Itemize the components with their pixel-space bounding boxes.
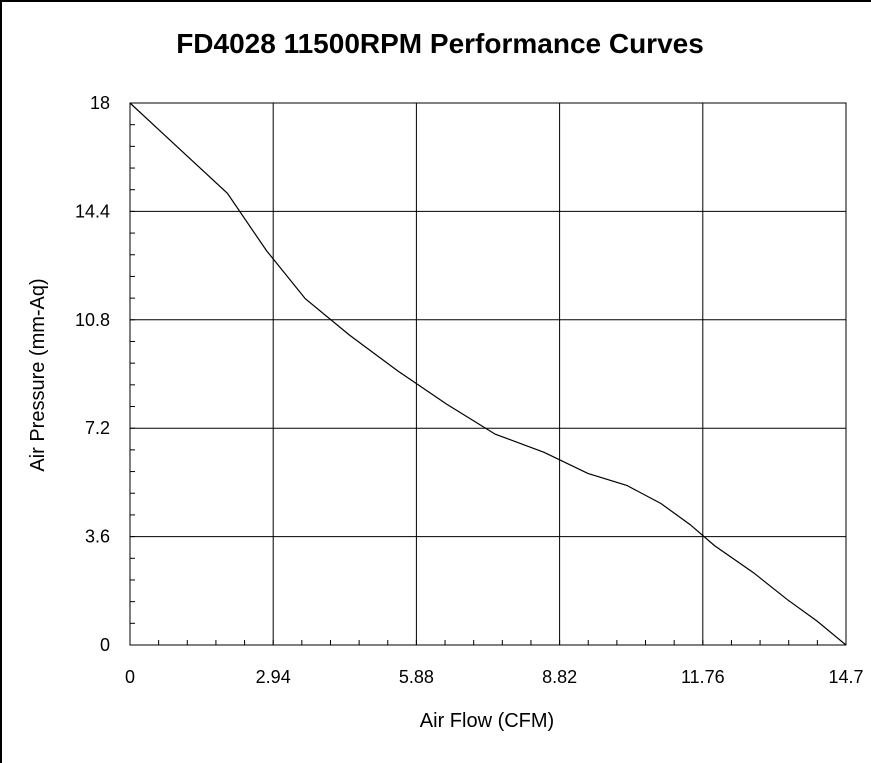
- x-tick-label: 8.82: [542, 667, 577, 687]
- x-axis-label: Air Flow (CFM): [420, 710, 554, 732]
- grid-lines: [130, 103, 846, 645]
- performance-curve-line: [129, 102, 847, 646]
- minor-ticks: [130, 124, 818, 645]
- y-tick-label: 10.8: [75, 310, 110, 330]
- x-tick-labels: 0 2.94 5.88 8.82 11.76 14.7: [125, 667, 864, 687]
- x-tick-label: 0: [125, 667, 135, 687]
- chart-title: FD4028 11500RPM Performance Curves: [176, 28, 704, 59]
- x-tick-label: 11.76: [681, 667, 725, 687]
- y-tick-label: 18: [90, 93, 110, 113]
- plot-area: [129, 102, 847, 646]
- y-tick-label: 14.4: [75, 201, 110, 221]
- x-tick-label: 14.7: [828, 667, 863, 687]
- y-tick-labels: 0 3.6 7.2 10.8 14.4 18: [75, 93, 110, 655]
- y-tick-label: 7.2: [85, 418, 110, 438]
- y-axis-label: Air Pressure (mm-Aq): [27, 278, 49, 471]
- x-tick-label: 5.88: [399, 667, 434, 687]
- x-tick-label: 2.94: [256, 667, 291, 687]
- series-group: [129, 102, 847, 646]
- y-tick-label: 0: [100, 635, 110, 655]
- y-tick-label: 3.6: [85, 527, 110, 547]
